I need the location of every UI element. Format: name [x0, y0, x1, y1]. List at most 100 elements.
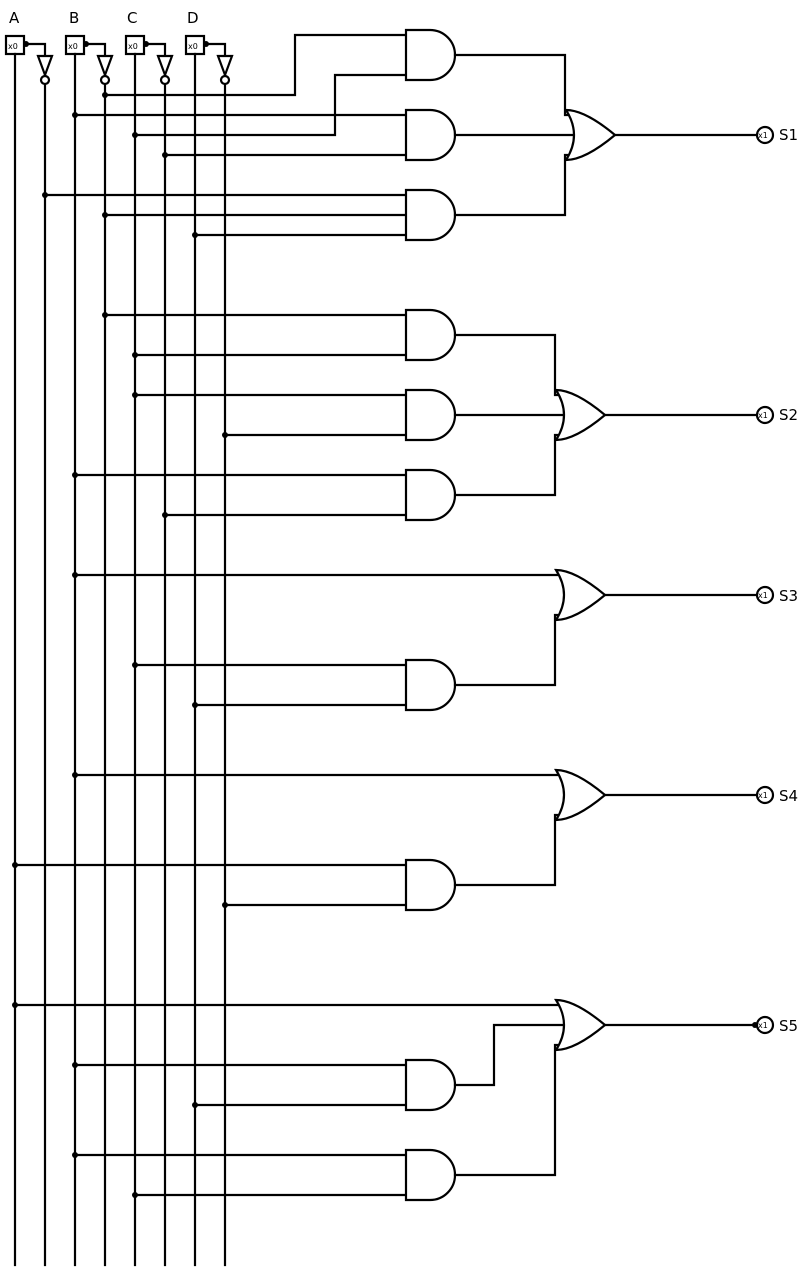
- inverter-bubble-c: [159, 74, 171, 86]
- s2-logic: [72, 308, 759, 522]
- output-probe-s1: [755, 125, 775, 145]
- junction-dot: [72, 1152, 78, 1158]
- junction-dot: [222, 902, 228, 908]
- junction-dot: [12, 862, 18, 868]
- wire: [453, 153, 577, 217]
- s1-logic: [42, 28, 759, 242]
- junction-dot: [162, 152, 168, 158]
- inverter-bubble-d: [219, 74, 231, 86]
- and-gate: [404, 658, 457, 712]
- and-gate: [404, 188, 457, 242]
- output-state-s5: x1: [758, 1021, 768, 1030]
- wire-b-to-inverter: [84, 42, 107, 58]
- and-gate: [404, 858, 457, 912]
- wire-a-to-inverter: [24, 42, 47, 58]
- output-probe-s2: [755, 405, 775, 425]
- and-gate: [404, 1148, 457, 1202]
- junction-dot: [132, 1192, 138, 1198]
- output-pin-s1: x1 S1: [755, 125, 798, 145]
- input-label-c: C: [127, 9, 137, 27]
- output-state-s2: x1: [758, 411, 768, 420]
- output-state-s4: x1: [758, 791, 768, 800]
- wire-c-to-inverter: [144, 42, 167, 58]
- or-gate: [553, 568, 607, 622]
- wire: [453, 813, 567, 887]
- junction-dot: [192, 702, 198, 708]
- output-label-s1: S1: [779, 126, 798, 144]
- output-probe-s5: [755, 1015, 775, 1035]
- junction-dot: [192, 232, 198, 238]
- and-gate: [404, 28, 457, 82]
- output-label-s5: S5: [779, 1017, 798, 1035]
- input-state-c: x0: [128, 42, 138, 51]
- wire: [453, 333, 567, 397]
- input-state-d: x0: [188, 42, 198, 51]
- input-pin-a[interactable]: A x0: [4, 9, 26, 56]
- output-probe-s4: [755, 785, 775, 805]
- junction-dot: [203, 41, 209, 47]
- inverter-d: [216, 54, 234, 79]
- inverter-c: [156, 54, 174, 79]
- output-pin-s4: x1 S4: [755, 785, 798, 805]
- wire: [453, 53, 577, 117]
- or-gate: [563, 108, 617, 162]
- input-pin-c[interactable]: C x0: [124, 9, 146, 56]
- s3-logic: [72, 568, 759, 712]
- input-rails: [13, 42, 227, 1267]
- or-gate: [553, 388, 607, 442]
- output-pin-s5: x1 S5: [755, 1015, 798, 1035]
- junction-dot: [72, 572, 78, 578]
- or-gate: [553, 768, 607, 822]
- s5-logic: [12, 998, 759, 1202]
- inverter-bubble-a: [39, 74, 51, 86]
- junction-dot: [72, 772, 78, 778]
- wire: [453, 1043, 567, 1177]
- junction-dot: [83, 41, 89, 47]
- junction-dot: [143, 41, 149, 47]
- input-pin-b[interactable]: B x0: [64, 9, 86, 56]
- input-state-b: x0: [68, 42, 78, 51]
- wire: [133, 73, 408, 137]
- junction-dot: [132, 352, 138, 358]
- input-pin-d[interactable]: D x0: [184, 9, 206, 56]
- junction-dot: [192, 1102, 198, 1108]
- wire: [103, 33, 408, 97]
- wire: [453, 433, 567, 497]
- output-label-s3: S3: [779, 587, 798, 605]
- junction-dot: [132, 662, 138, 668]
- junction-dot: [42, 192, 48, 198]
- junction-dot: [222, 432, 228, 438]
- junction-dot: [102, 92, 108, 98]
- wire-d-to-inverter: [204, 42, 227, 58]
- output-label-s4: S4: [779, 787, 798, 805]
- junction-dot: [23, 41, 29, 47]
- junction-dot: [102, 212, 108, 218]
- and-gate: [404, 1058, 457, 1112]
- wire: [453, 613, 567, 687]
- junction-dot: [12, 1002, 18, 1008]
- output-probe-s3: [755, 585, 775, 605]
- and-gate: [404, 308, 457, 362]
- s4-logic: [12, 768, 759, 912]
- junction-dot: [102, 312, 108, 318]
- inverter-bubble-b: [99, 74, 111, 86]
- junction-dot: [72, 112, 78, 118]
- input-label-a: A: [9, 9, 20, 27]
- and-gate: [404, 388, 457, 442]
- wire: [453, 1023, 564, 1087]
- output-pin-s2: x1 S2: [755, 405, 798, 425]
- output-label-s2: S2: [779, 406, 798, 424]
- and-gate: [404, 108, 457, 162]
- output-state-s1: x1: [758, 131, 768, 140]
- output-pin-s3: x1 S3: [755, 585, 798, 605]
- junction-dot: [72, 1062, 78, 1068]
- input-label-b: B: [69, 9, 79, 27]
- or-gate: [553, 998, 607, 1052]
- and-gate: [404, 468, 457, 522]
- junction-dot: [132, 392, 138, 398]
- inverter-b: [96, 54, 114, 79]
- output-state-s3: x1: [758, 591, 768, 600]
- junction-dot: [162, 512, 168, 518]
- input-label-d: D: [187, 9, 199, 27]
